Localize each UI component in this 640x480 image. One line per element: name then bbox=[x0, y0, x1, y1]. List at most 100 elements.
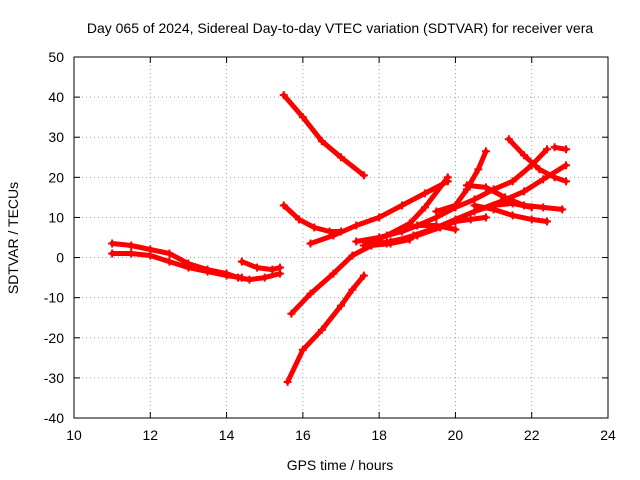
x-tick-label: 14 bbox=[219, 427, 235, 443]
data-point bbox=[317, 137, 326, 146]
x-tick-label: 16 bbox=[295, 427, 311, 443]
data-point bbox=[317, 325, 326, 334]
data-point bbox=[367, 241, 376, 250]
data-point bbox=[325, 227, 334, 236]
y-tick-label: -10 bbox=[44, 290, 64, 306]
data-point bbox=[375, 213, 384, 222]
data-point bbox=[550, 143, 559, 152]
data-point bbox=[253, 263, 262, 272]
data-point bbox=[275, 263, 284, 272]
data-point bbox=[375, 233, 384, 242]
data-point bbox=[520, 201, 529, 210]
x-axis-label: GPS time / hours bbox=[287, 457, 394, 473]
x-tick-label: 18 bbox=[371, 427, 387, 443]
data-point bbox=[413, 221, 422, 230]
data-point bbox=[520, 187, 529, 196]
data-point bbox=[108, 249, 117, 258]
data-point bbox=[470, 207, 479, 216]
data-point bbox=[279, 91, 288, 100]
data-point bbox=[165, 257, 174, 266]
data-point bbox=[443, 173, 452, 182]
data-point bbox=[359, 171, 368, 180]
data-point bbox=[542, 217, 551, 226]
data-point bbox=[237, 257, 246, 266]
y-tick-label: 40 bbox=[48, 89, 64, 105]
data-point bbox=[329, 269, 338, 278]
y-tick-label: 20 bbox=[48, 169, 64, 185]
data-point bbox=[184, 263, 193, 272]
data-point bbox=[432, 213, 441, 222]
series-track-18 bbox=[285, 273, 367, 385]
data-point bbox=[398, 227, 407, 236]
data-point bbox=[108, 239, 117, 248]
data-point bbox=[352, 237, 361, 246]
x-tick-label: 22 bbox=[524, 427, 540, 443]
data-point bbox=[245, 275, 254, 284]
data-point bbox=[520, 151, 529, 160]
data-point bbox=[481, 183, 490, 192]
data-point bbox=[504, 135, 513, 144]
data-point bbox=[420, 189, 429, 198]
data-point bbox=[539, 203, 548, 212]
series-track-11 bbox=[414, 146, 550, 228]
data-point bbox=[127, 241, 136, 250]
data-point bbox=[348, 251, 357, 260]
x-tick-label: 12 bbox=[142, 427, 158, 443]
data-point bbox=[542, 145, 551, 154]
data-point bbox=[481, 147, 490, 156]
data-point bbox=[474, 165, 483, 174]
data-point bbox=[165, 249, 174, 258]
data-point bbox=[497, 197, 506, 206]
data-point bbox=[432, 223, 441, 232]
data-point bbox=[348, 285, 357, 294]
y-tick-label: -20 bbox=[44, 330, 64, 346]
data-point bbox=[562, 161, 571, 170]
y-tick-label: -40 bbox=[44, 410, 64, 426]
data-point bbox=[359, 271, 368, 280]
x-tick-label: 10 bbox=[66, 427, 82, 443]
y-tick-label: 50 bbox=[48, 49, 64, 65]
data-point bbox=[337, 301, 345, 310]
data-point bbox=[481, 213, 490, 222]
data-point bbox=[298, 113, 307, 122]
data-point bbox=[295, 215, 304, 224]
plot-frame bbox=[73, 56, 609, 419]
data-point bbox=[222, 271, 231, 280]
data-point bbox=[283, 377, 292, 386]
data-point bbox=[508, 177, 517, 186]
data-point bbox=[306, 289, 315, 298]
data-point bbox=[527, 215, 536, 224]
data-point bbox=[420, 203, 429, 212]
data-point bbox=[451, 203, 460, 212]
y-tick-label: -30 bbox=[44, 370, 64, 386]
x-tick-label: 20 bbox=[448, 427, 464, 443]
data-point bbox=[409, 231, 418, 240]
data-point bbox=[539, 175, 548, 184]
y-tick-label: 30 bbox=[48, 129, 64, 145]
data-point bbox=[329, 231, 338, 240]
data-point bbox=[260, 273, 269, 282]
y-tick-label: 10 bbox=[48, 209, 64, 225]
data-point bbox=[451, 225, 460, 234]
data-point bbox=[451, 215, 460, 224]
data-point bbox=[146, 251, 155, 260]
tick-layer: 10 12 14 16 18 20 22 24 -40 -30 -20 -10 0 10 20 30 40 50 bbox=[44, 49, 616, 443]
data-point bbox=[386, 239, 395, 248]
data-point bbox=[268, 265, 277, 274]
data-point bbox=[237, 273, 246, 282]
data-point bbox=[310, 223, 319, 232]
data-point bbox=[405, 235, 414, 244]
data-point bbox=[306, 239, 315, 248]
data-point bbox=[203, 267, 212, 276]
y-tick-label: 0 bbox=[56, 250, 64, 266]
data-point bbox=[562, 145, 571, 154]
data-point bbox=[337, 153, 345, 162]
data-point bbox=[462, 181, 471, 190]
data-point bbox=[466, 215, 475, 224]
data-point bbox=[287, 309, 296, 318]
y-axis-label: SDTVAR / TECUs bbox=[5, 182, 21, 294]
data-point bbox=[535, 165, 544, 174]
data-point bbox=[562, 177, 571, 186]
x-tick-label: 24 bbox=[600, 427, 616, 443]
